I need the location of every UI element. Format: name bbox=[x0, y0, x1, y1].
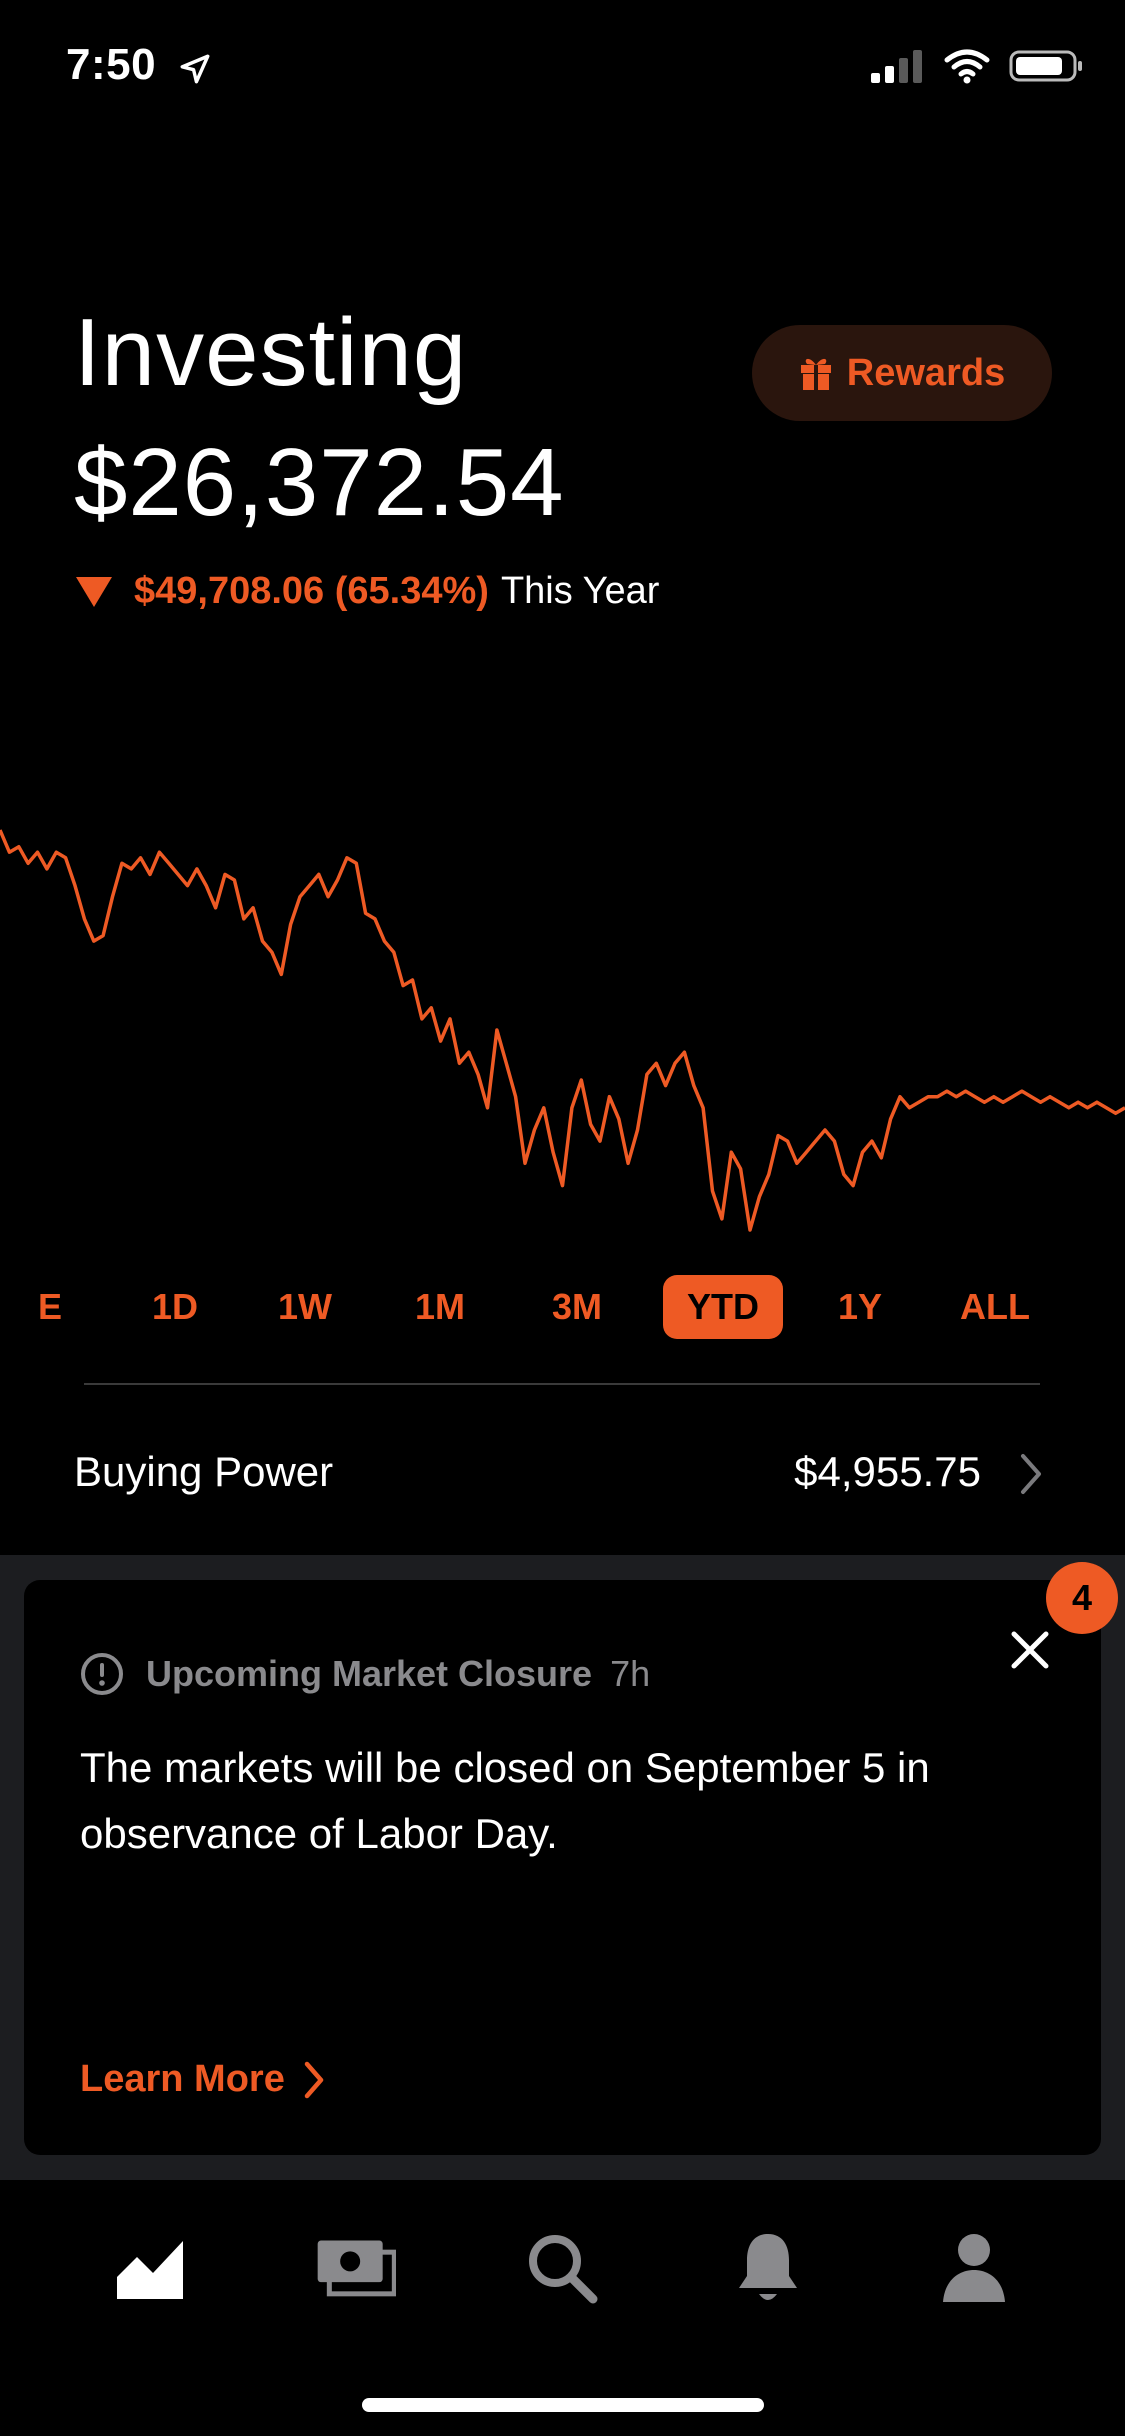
card-time-ago: 7h bbox=[610, 1653, 651, 1694]
divider bbox=[84, 1383, 1040, 1385]
search-icon bbox=[529, 2235, 598, 2304]
alert-circle-icon bbox=[81, 1653, 123, 1695]
tab-bar bbox=[0, 2180, 1125, 2436]
chevron-right-icon bbox=[304, 2061, 324, 2098]
battery-icon bbox=[1009, 50, 1082, 82]
card-title: Upcoming Market Closure bbox=[146, 1653, 593, 1694]
tab-search[interactable] bbox=[522, 2228, 602, 2308]
range-ytd[interactable]: YTD bbox=[663, 1275, 783, 1339]
status-indicators bbox=[871, 48, 1085, 84]
learn-more-link[interactable]: Learn More bbox=[80, 2058, 327, 2101]
cash-icon bbox=[317, 2240, 396, 2297]
tab-notifications[interactable] bbox=[728, 2228, 808, 2308]
down-triangle-icon bbox=[76, 576, 112, 607]
page-title: Investing bbox=[74, 299, 468, 406]
home-indicator bbox=[362, 2398, 764, 2412]
investing-icon bbox=[115, 2233, 185, 2299]
cellular-signal-icon bbox=[871, 50, 922, 83]
tab-account[interactable] bbox=[934, 2228, 1014, 2308]
buying-power-value[interactable]: $4,955.75 bbox=[794, 1448, 981, 1495]
status-time: 7:50 bbox=[66, 40, 157, 89]
rewards-label: Rewards bbox=[846, 351, 1006, 394]
gift-icon bbox=[800, 358, 831, 390]
chevron-right-icon[interactable] bbox=[1019, 1452, 1045, 1496]
range-3m[interactable]: 3M bbox=[551, 1286, 602, 1327]
change-value: $49,708.06 (65.34%) bbox=[134, 570, 489, 612]
rewards-button[interactable]: Rewards bbox=[752, 325, 1052, 421]
portfolio-line bbox=[0, 829, 1125, 1232]
card-count-badge: 4 bbox=[1046, 1562, 1118, 1634]
notification-card[interactable] bbox=[24, 1580, 1101, 2155]
close-icon[interactable] bbox=[1004, 1624, 1056, 1676]
buying-power-label[interactable]: Buying Power bbox=[74, 1448, 334, 1495]
portfolio-chart[interactable] bbox=[0, 820, 1125, 1240]
range-live[interactable]: E bbox=[37, 1286, 62, 1327]
portfolio-change: $49,708.06 (65.34%) This Year bbox=[76, 570, 659, 613]
range-1m[interactable]: 1M bbox=[414, 1286, 465, 1327]
range-1d[interactable]: 1D bbox=[151, 1286, 199, 1327]
tab-cash[interactable] bbox=[316, 2228, 396, 2308]
card-body: The markets will be closed on September … bbox=[80, 1744, 930, 1857]
location-arrow-icon bbox=[180, 54, 210, 84]
time-range-selector: E 1D 1W 1M 3M YTD 1Y ALL bbox=[0, 1275, 1125, 1339]
card-header: Upcoming Market Closure 7h bbox=[80, 1652, 650, 1696]
learn-more-label: Learn More bbox=[80, 2058, 285, 2100]
range-1w[interactable]: 1W bbox=[278, 1286, 332, 1327]
range-1y[interactable]: 1Y bbox=[837, 1286, 883, 1327]
account-icon bbox=[943, 2234, 1005, 2302]
range-all[interactable]: ALL bbox=[960, 1286, 1030, 1327]
tab-investing[interactable] bbox=[110, 2228, 190, 2308]
change-period: This Year bbox=[500, 570, 660, 612]
bell-icon bbox=[739, 2234, 797, 2300]
wifi-icon bbox=[944, 49, 990, 84]
portfolio-value: $26,372.54 bbox=[74, 429, 565, 536]
